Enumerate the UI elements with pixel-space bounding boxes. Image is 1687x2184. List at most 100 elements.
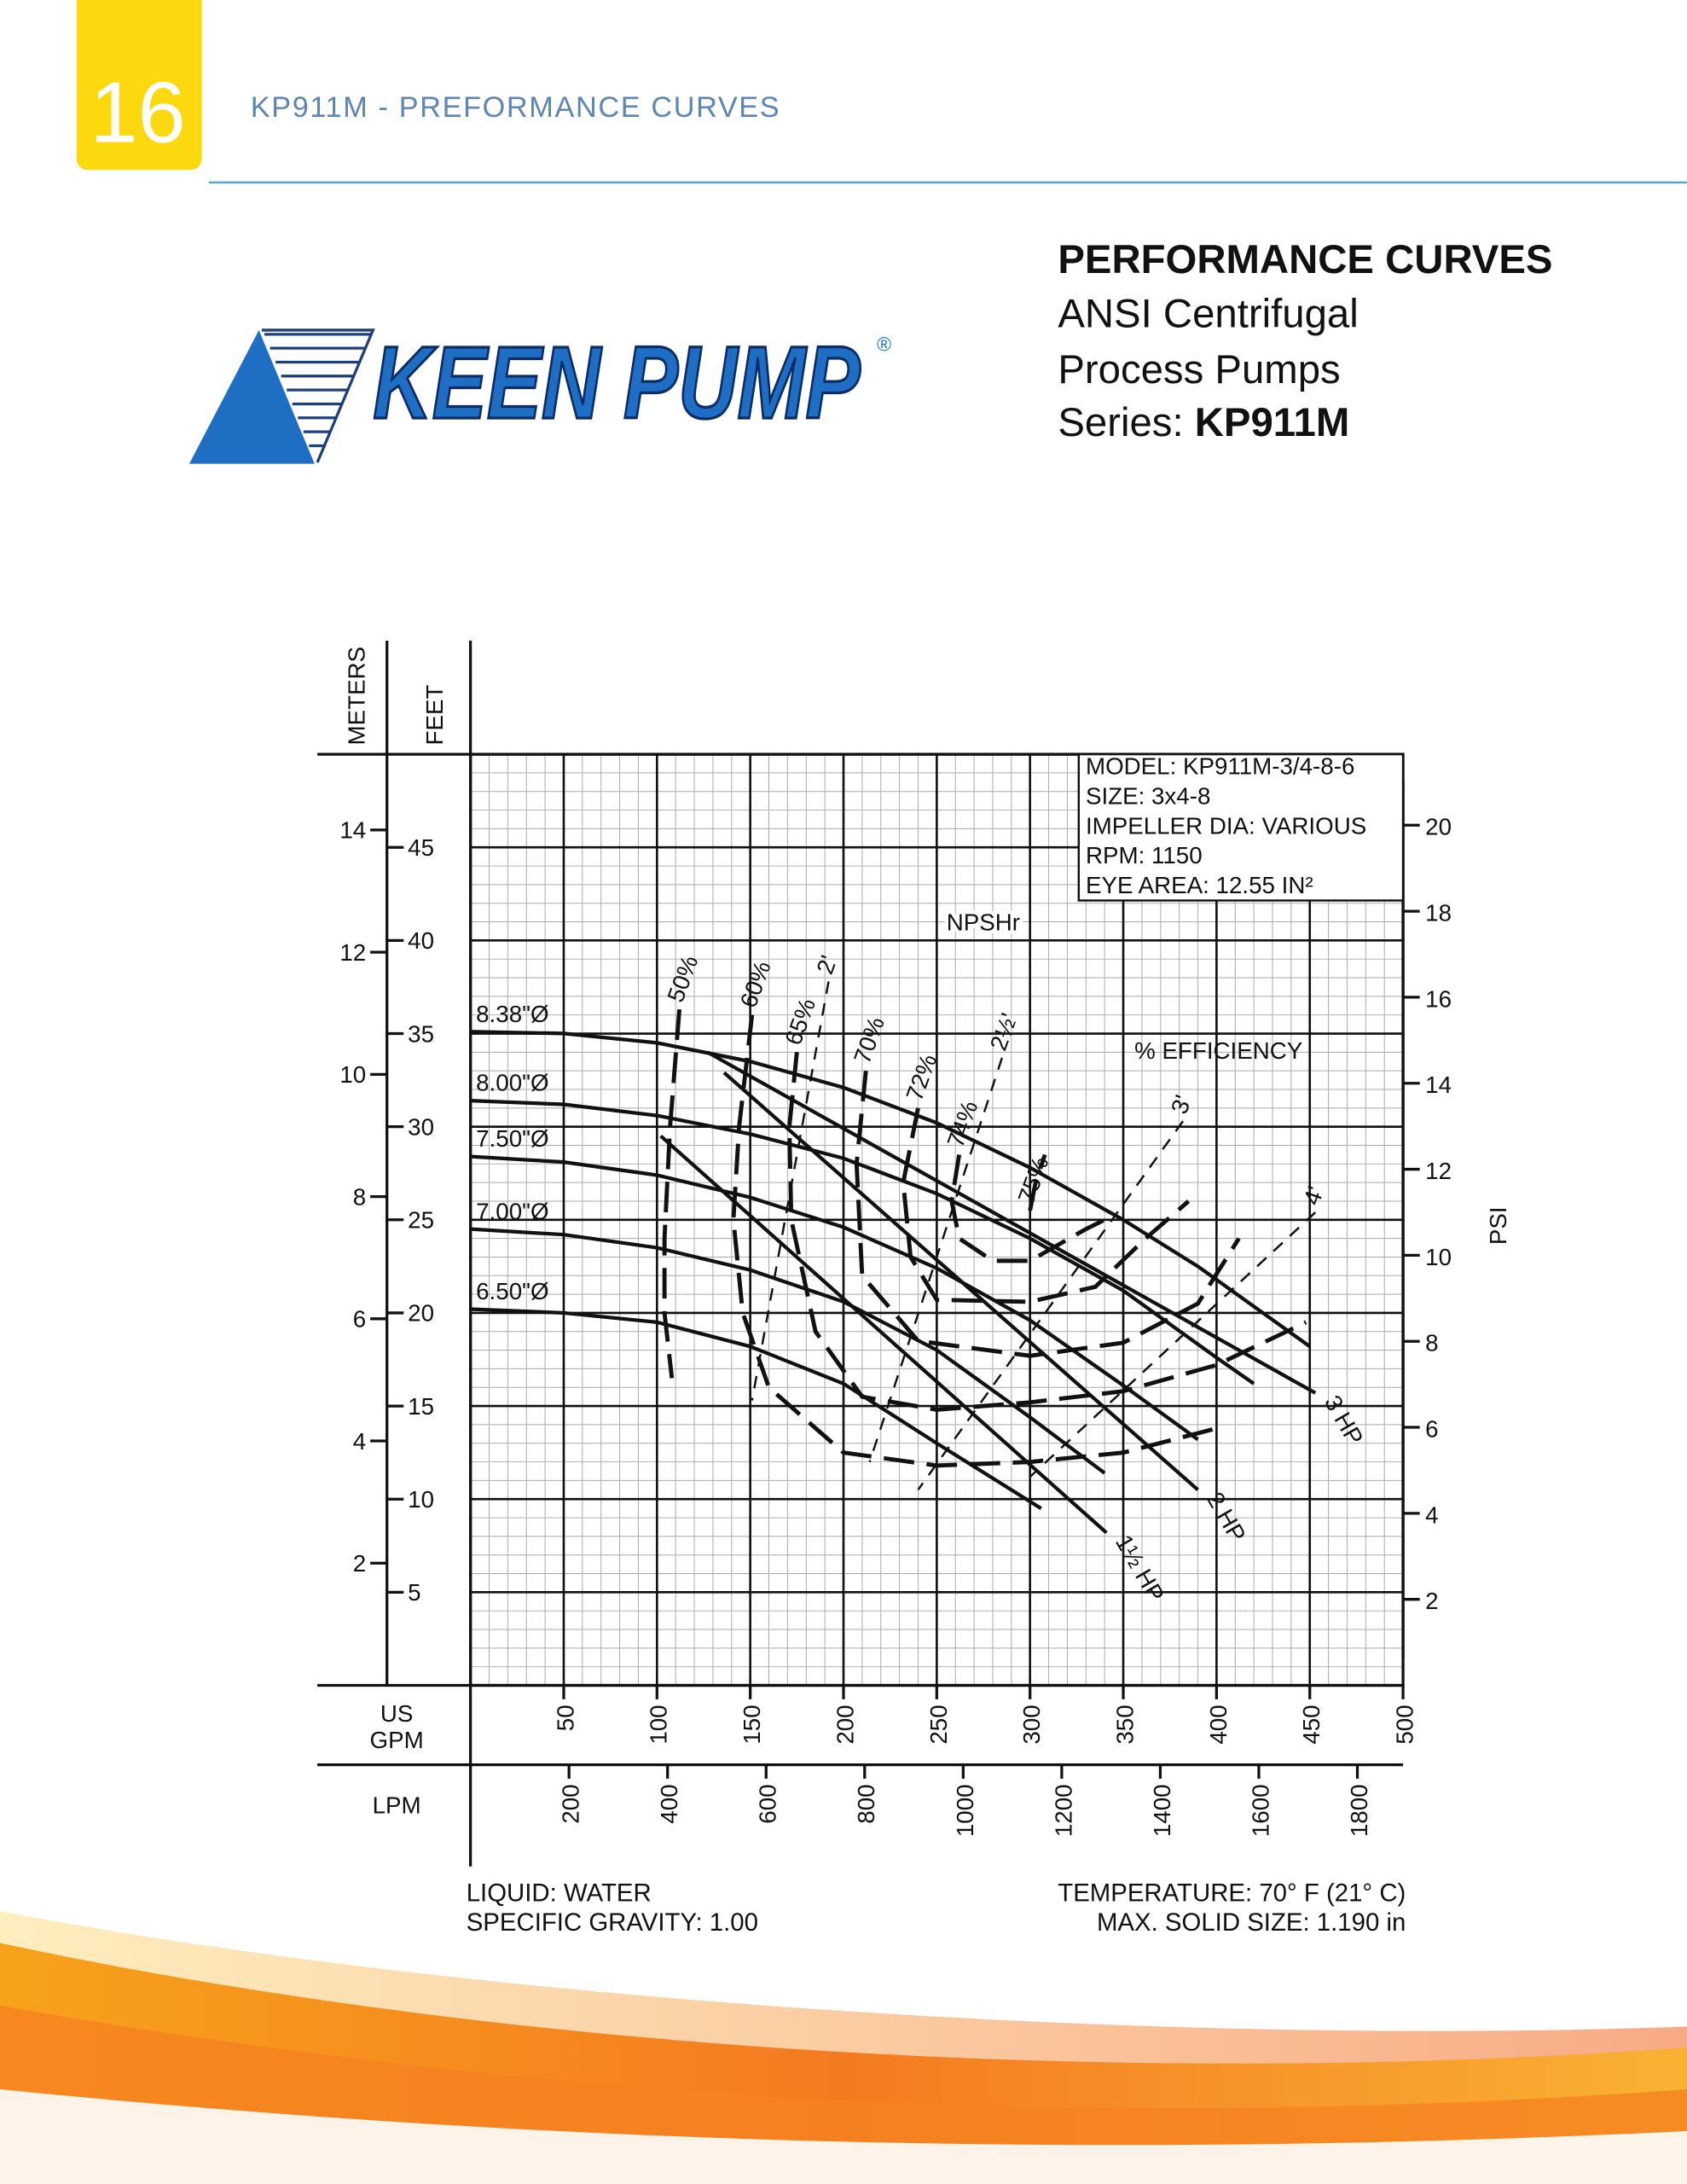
series-line xyxy=(787,1052,1307,1412)
lpm-tick-label: 1800 xyxy=(1346,1784,1372,1837)
meters-tick-label: 12 xyxy=(339,939,366,966)
page-tab xyxy=(76,0,202,171)
heading-line: Series: KP911M xyxy=(1058,400,1349,445)
lpm-tick-label: 1400 xyxy=(1149,1784,1175,1837)
info-box xyxy=(1077,752,1405,902)
series-line xyxy=(1028,1153,1047,1211)
meters-tick-label: 14 xyxy=(339,817,366,844)
info-line: SIZE: 3x4-8 xyxy=(1086,783,1210,810)
psi-tick-label: 8 xyxy=(1425,1330,1438,1356)
series-value: KP911M xyxy=(1195,400,1349,445)
series-label: 2½' xyxy=(985,1010,1023,1054)
axis-title: LPM xyxy=(373,1792,421,1819)
meters-tick-label: 6 xyxy=(353,1306,366,1333)
series-label: 2' xyxy=(811,952,842,978)
info-line: MODEL: KP911M-3/4-8-6 xyxy=(1086,753,1354,780)
series-line xyxy=(901,1107,1191,1304)
lpm-tick-label: 400 xyxy=(656,1784,682,1823)
series-label: 7.00"Ø xyxy=(476,1198,548,1224)
info-line: EYE AREA: 12.55 IN² xyxy=(1086,872,1313,898)
x-tick-label: 450 xyxy=(1298,1705,1325,1744)
x-tick-label: 50 xyxy=(552,1705,578,1731)
header-title: KP911M - PREFORMANCE CURVES xyxy=(251,91,781,124)
annotation: NPSHr xyxy=(947,909,1020,936)
info-line: RPM: 1150 xyxy=(1086,842,1203,868)
logo-text: KEEN PUMP xyxy=(373,325,861,440)
note: TEMPERATURE: 70° F (21° C) xyxy=(1058,1879,1406,1908)
series-label: 65% xyxy=(780,995,820,1048)
x-tick-label: 100 xyxy=(646,1705,672,1744)
annotation: NPSHr xyxy=(947,909,1020,936)
series-label: 50% xyxy=(662,952,703,1006)
series-line xyxy=(470,1154,1199,1442)
series-label: 3 HP xyxy=(1319,1391,1369,1449)
meters-tick-label: 10 xyxy=(339,1061,366,1088)
y-tick-label: 25 xyxy=(408,1207,434,1234)
logo: KEEN PUMP ® xyxy=(188,323,891,464)
note: LIQUID: WATER xyxy=(467,1879,652,1908)
psi-tick-label: 4 xyxy=(1425,1502,1438,1528)
page-number: 16 xyxy=(90,65,186,161)
series-line xyxy=(731,1014,1217,1468)
y-tick-label: 35 xyxy=(408,1020,434,1047)
series-line xyxy=(706,1050,1317,1395)
series-line xyxy=(917,1120,1185,1491)
series-label: 2 HP xyxy=(1202,1488,1251,1547)
series-label: 70% xyxy=(849,1014,890,1067)
psi-tick-label: 12 xyxy=(1425,1158,1452,1184)
series-line xyxy=(470,1307,1042,1510)
chart: 5 10 15 20 25 30 35 40 45 50 100 150 200 250 300 350 400… xyxy=(317,641,1511,1867)
logo-mark: ® xyxy=(877,333,891,355)
y-tick-label: 30 xyxy=(408,1113,434,1140)
x-tick-label: 200 xyxy=(832,1705,858,1744)
y-tick-label: 20 xyxy=(408,1300,434,1327)
note: MAX. SOLID SIZE: 1.190 in xyxy=(1097,1908,1406,1937)
series-label: 3' xyxy=(1166,1092,1197,1118)
psi-tick-label: 14 xyxy=(1425,1072,1452,1098)
series-line xyxy=(470,1030,1311,1349)
lpm-tick-label: 1000 xyxy=(952,1784,978,1837)
series-line xyxy=(722,1071,1199,1491)
x-tick-label: 150 xyxy=(739,1705,765,1744)
footer-swoosh xyxy=(0,1911,1687,2184)
x-tick-label: 250 xyxy=(925,1705,952,1744)
psi-tick-label: 10 xyxy=(1425,1244,1452,1270)
psi-tick-label: 6 xyxy=(1425,1415,1438,1442)
y-tick-label: 10 xyxy=(408,1486,434,1513)
psi-tick-label: 18 xyxy=(1425,900,1452,926)
series-label: 8.38"Ø xyxy=(476,1001,548,1027)
series-line xyxy=(751,981,830,1401)
psi-tick-label: 20 xyxy=(1425,814,1452,840)
meters-tick-label: 2 xyxy=(353,1550,366,1577)
axis-title: PSI xyxy=(1485,1206,1511,1245)
heading-title: PERFORMANCE CURVES xyxy=(1058,237,1552,282)
series-label: 4' xyxy=(1298,1182,1329,1208)
series-label: 7.50"Ø xyxy=(476,1125,548,1152)
y-tick-label: 15 xyxy=(408,1393,434,1420)
series-line xyxy=(470,1099,1255,1385)
axis-title: US xyxy=(380,1700,414,1727)
lpm-tick-label: 600 xyxy=(755,1784,781,1823)
series-line xyxy=(659,1135,1108,1535)
y-tick-label: 40 xyxy=(408,927,434,954)
series-label: 8.00"Ø xyxy=(476,1070,548,1096)
axis-title: METERS xyxy=(344,647,370,746)
meters-tick-label: 8 xyxy=(353,1183,366,1210)
series-line xyxy=(949,1154,1106,1263)
lpm-tick-label: 1200 xyxy=(1050,1784,1076,1837)
psi-tick-label: 16 xyxy=(1425,985,1452,1012)
series-line xyxy=(854,1070,1241,1358)
lpm-tick-label: 1600 xyxy=(1247,1784,1273,1837)
axis-title: GPM xyxy=(370,1727,424,1753)
x-tick-label: 350 xyxy=(1111,1705,1138,1744)
lpm-tick-label: 800 xyxy=(853,1784,879,1823)
y-tick-label: 45 xyxy=(408,834,434,861)
y-tick-label: 5 xyxy=(408,1579,420,1606)
series-line xyxy=(662,1008,682,1379)
x-tick-label: 400 xyxy=(1205,1705,1232,1744)
series-label: 60% xyxy=(735,957,776,1011)
x-tick-label: 300 xyxy=(1018,1705,1045,1744)
annotation: % EFFICIENCY xyxy=(1134,1037,1302,1064)
